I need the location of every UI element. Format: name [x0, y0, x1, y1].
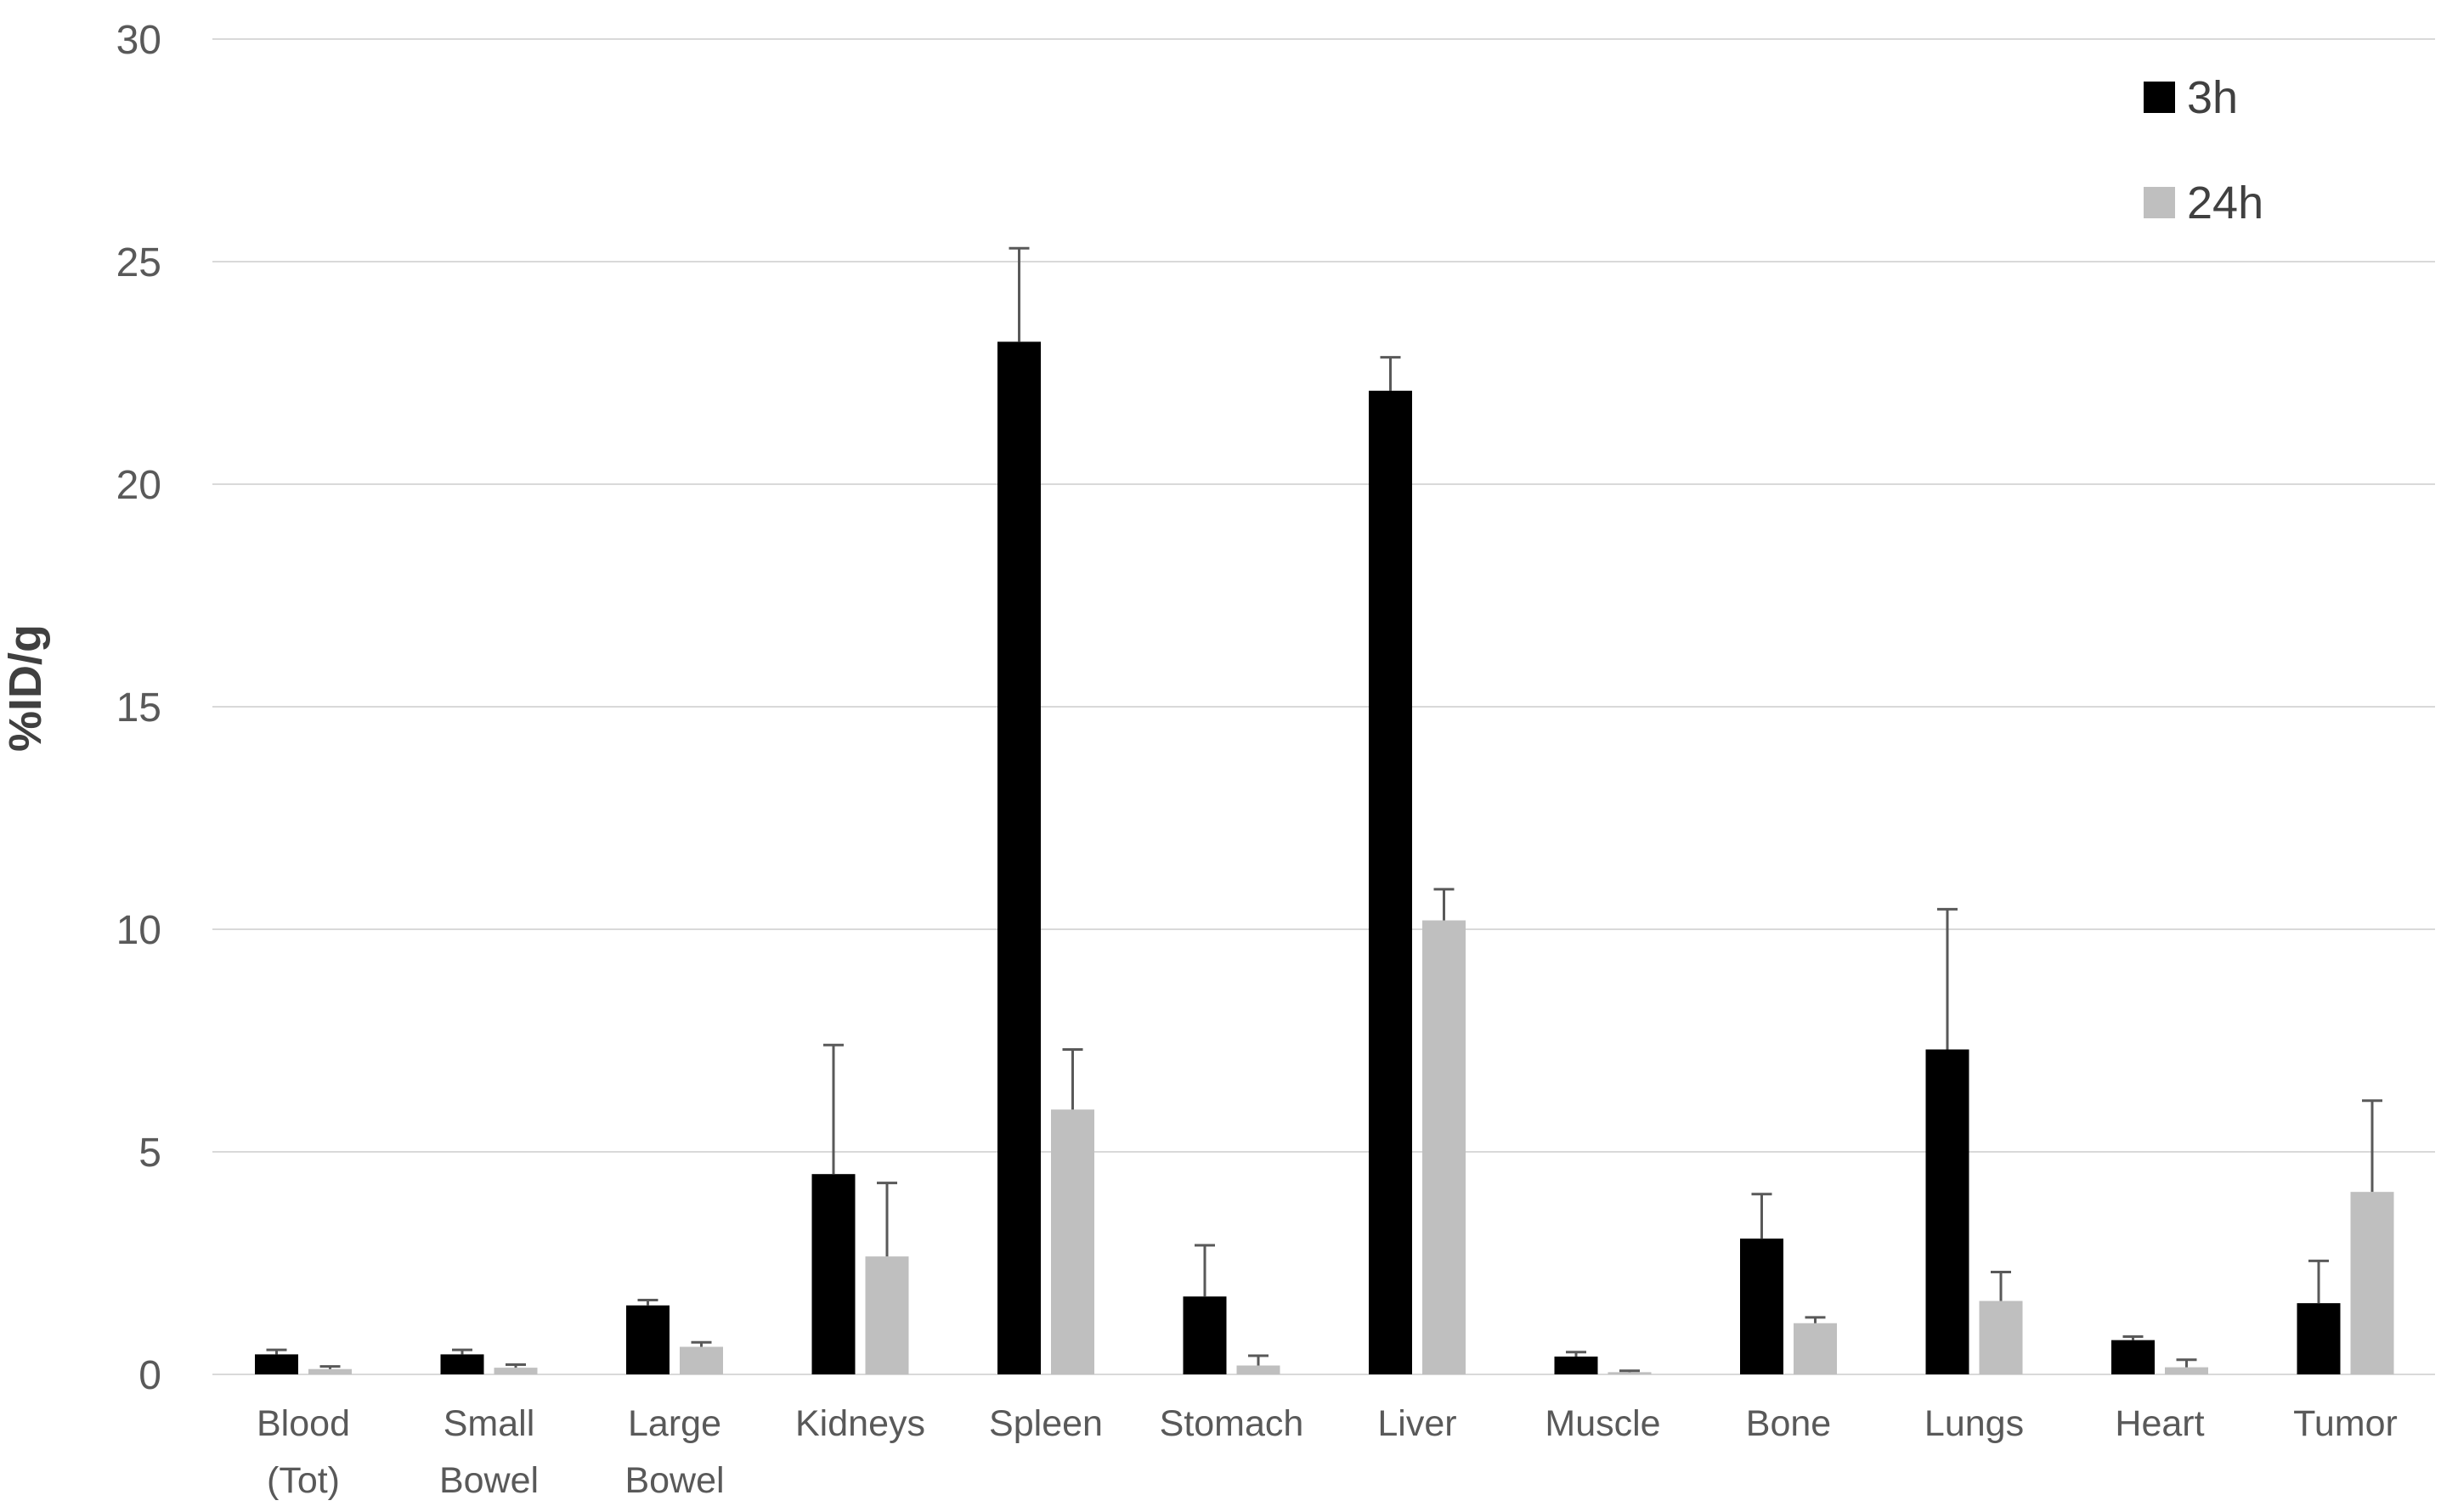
y-tick-label-5: 5 [138, 1131, 161, 1176]
bar-24h-bone [1794, 1323, 1837, 1374]
bar-3h-tumor [2297, 1303, 2341, 1374]
bar-24h-small-bowel [494, 1368, 538, 1374]
y-tick-label-10: 10 [116, 908, 161, 953]
bar-24h-blood-tot [308, 1368, 352, 1374]
legend-label-24h: 24h [2187, 178, 2263, 228]
legend-swatch-3h [2144, 82, 2175, 113]
category-label-small-bowel-line2: Bowel [439, 1460, 539, 1501]
error-bars [266, 246, 2382, 1373]
y-tick-label-0: 0 [138, 1353, 161, 1398]
bar-3h-muscle [1554, 1357, 1598, 1374]
bar-3h-liver [1369, 390, 1412, 1375]
y-tick-label-30: 30 [116, 18, 161, 63]
category-label-bone: Bone [1746, 1403, 1831, 1444]
bar-3h-heart [2111, 1340, 2155, 1374]
category-label-kidneys: Kidneys [795, 1403, 925, 1444]
legend-label-3h: 3h [2187, 72, 2238, 123]
x-axis-category-labels: Blood (Tot) Small Bowel Large Bowel Kidneys Spl… [257, 1403, 2398, 1501]
bar-3h-kidneys [811, 1174, 856, 1374]
category-label-blood-tot-line2: (Tot) [267, 1460, 340, 1501]
category-label-muscle: Muscle [1545, 1403, 1660, 1444]
category-label-stomach: Stomach [1160, 1403, 1304, 1444]
category-label-spleen: Spleen [989, 1403, 1103, 1444]
category-label-liver: Liver [1377, 1403, 1456, 1444]
y-axis-title: %ID/g [0, 624, 51, 752]
category-label-heart: Heart [2115, 1403, 2204, 1444]
legend: 3h 24h [2144, 72, 2263, 228]
bar-24h-heart [2165, 1367, 2208, 1374]
bar-3h-spleen [997, 341, 1041, 1374]
bar-24h-kidneys [865, 1256, 909, 1374]
y-tick-label-15: 15 [116, 685, 161, 731]
category-label-lungs: Lungs [1924, 1403, 2024, 1444]
y-axis-tick-labels: 0 5 10 15 20 25 30 [116, 18, 161, 1398]
category-label-large-bowel-line2: Bowel [624, 1460, 724, 1501]
bar-24h-spleen [1051, 1109, 1094, 1374]
bar-3h-small-bowel [440, 1354, 484, 1374]
bar-3h-lungs [1925, 1049, 1969, 1374]
bar-24h-large-bowel [680, 1346, 723, 1374]
category-label-tumor: Tumor [2293, 1403, 2398, 1444]
category-label-small-bowel-line1: Small [444, 1403, 535, 1444]
bar-24h-lungs [1979, 1300, 2023, 1374]
bar-3h-stomach [1183, 1296, 1227, 1374]
category-label-blood-tot-line1: Blood [257, 1403, 350, 1444]
bar-24h-stomach [1236, 1365, 1280, 1374]
gridlines [212, 38, 2435, 1375]
y-tick-label-20: 20 [116, 463, 161, 508]
bars [255, 341, 2394, 1375]
bar-3h-large-bowel [626, 1305, 670, 1374]
bar-24h-muscle [1608, 1372, 1652, 1374]
bar-3h-blood-tot [255, 1354, 298, 1374]
legend-swatch-24h [2144, 187, 2175, 218]
category-label-large-bowel-line1: Large [628, 1403, 721, 1444]
bar-24h-liver [1422, 920, 1466, 1374]
bar-3h-bone [1740, 1238, 1783, 1374]
y-tick-label-25: 25 [116, 240, 161, 285]
bar-24h-tumor [2350, 1192, 2394, 1374]
